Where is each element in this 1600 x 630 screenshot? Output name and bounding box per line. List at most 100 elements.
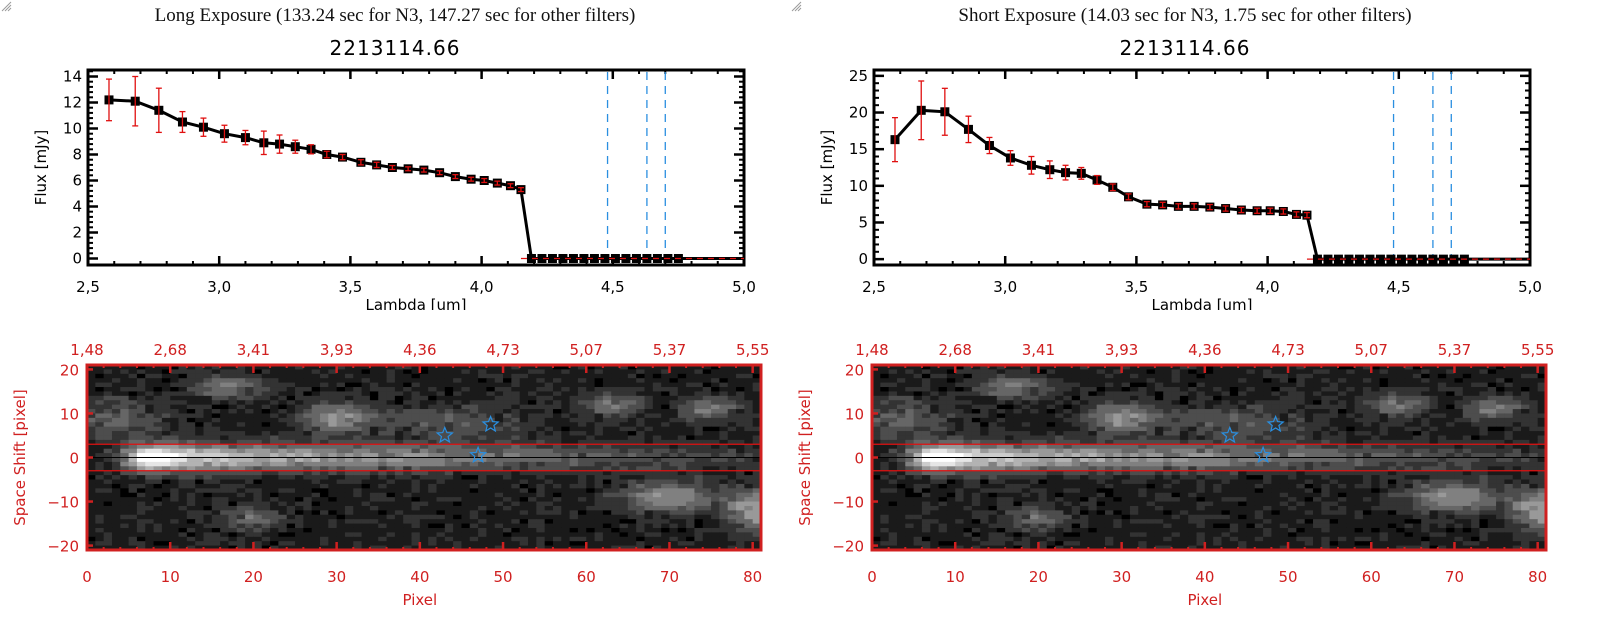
image-pixel xyxy=(694,387,704,392)
image-pixel xyxy=(295,382,304,388)
image-pixel xyxy=(1504,365,1514,370)
image-pixel xyxy=(369,514,379,520)
image-pixel xyxy=(1404,378,1414,384)
image-pixel xyxy=(694,395,704,401)
image-pixel xyxy=(253,536,263,542)
image-pixel xyxy=(752,387,762,392)
image-pixel xyxy=(303,382,313,388)
image-pixel xyxy=(988,378,998,384)
image-pixel xyxy=(1021,391,1031,397)
image-pixel xyxy=(896,387,906,392)
image-pixel xyxy=(503,395,512,401)
image-pixel xyxy=(569,466,579,472)
image-pixel xyxy=(1113,373,1123,379)
image-pixel xyxy=(494,400,504,406)
image-pixel xyxy=(519,488,529,494)
image-pixel xyxy=(528,426,537,432)
image-pixel xyxy=(170,426,180,432)
image-pixel xyxy=(378,444,388,450)
image-pixel xyxy=(627,431,637,436)
image-pixel xyxy=(552,431,562,436)
image-pixel xyxy=(103,461,113,467)
image-pixel xyxy=(461,448,471,454)
image-pixel xyxy=(211,497,221,503)
image-pixel xyxy=(694,422,704,428)
image-pixel xyxy=(611,369,621,375)
image-pixel xyxy=(228,409,238,414)
image-pixel xyxy=(1163,378,1173,384)
image-pixel xyxy=(1196,373,1206,379)
image-pixel xyxy=(236,497,246,503)
image-pixel xyxy=(386,444,396,450)
image-pixel xyxy=(428,457,437,463)
image-pixel xyxy=(361,532,371,538)
image-pixel xyxy=(652,373,662,379)
y-tick-label: 0 xyxy=(69,450,79,468)
image-pixel xyxy=(444,519,454,525)
image-pixel xyxy=(120,439,130,445)
image-pixel xyxy=(378,448,388,454)
image-pixel xyxy=(228,400,238,406)
image-pixel xyxy=(353,373,363,379)
image-pixel xyxy=(1479,395,1489,401)
image-pixel xyxy=(378,435,388,441)
image-pixel xyxy=(880,404,890,410)
image-pixel xyxy=(1071,391,1081,397)
image-pixel xyxy=(752,382,762,388)
image-pixel xyxy=(361,382,371,388)
image-pixel xyxy=(1304,400,1314,406)
image-pixel xyxy=(686,453,695,458)
image-pixel xyxy=(203,391,213,397)
image-pixel xyxy=(1371,373,1381,379)
image-pixel xyxy=(128,470,138,476)
image-pixel xyxy=(569,413,579,419)
image-pixel xyxy=(95,426,105,432)
image-pixel xyxy=(453,453,462,458)
star-marker-icon xyxy=(435,425,454,444)
image-pixel xyxy=(328,369,338,375)
image-pixel xyxy=(253,373,263,379)
image-pixel xyxy=(278,448,288,454)
image-pixel xyxy=(528,439,537,445)
image-pixel xyxy=(503,488,512,494)
image-pixel xyxy=(1055,382,1064,388)
image-pixel xyxy=(170,378,180,384)
image-pixel xyxy=(536,417,546,423)
image-pixel xyxy=(1512,365,1522,370)
image-pixel xyxy=(569,400,579,406)
image-pixel xyxy=(1462,400,1472,406)
image-pixel xyxy=(1179,391,1189,397)
image-pixel xyxy=(1504,404,1514,410)
image-pixel xyxy=(378,523,388,529)
image-pixel xyxy=(669,457,679,463)
image-pixel xyxy=(403,391,413,397)
image-pixel xyxy=(1321,404,1331,410)
image-pixel xyxy=(136,492,146,498)
image-pixel xyxy=(719,453,729,458)
image-pixel xyxy=(744,523,754,529)
image-pixel xyxy=(228,435,238,441)
image-pixel xyxy=(1005,373,1014,379)
image-pixel xyxy=(946,409,956,414)
image-pixel xyxy=(328,510,338,516)
image-pixel xyxy=(211,453,221,458)
image-pixel xyxy=(236,475,246,481)
image-pixel xyxy=(478,400,487,406)
image-pixel xyxy=(1038,409,1048,414)
image-pixel xyxy=(120,369,130,375)
image-pixel xyxy=(319,470,329,476)
image-pixel xyxy=(319,431,329,436)
image-pixel xyxy=(136,497,146,503)
data-point xyxy=(1333,254,1343,264)
image-pixel xyxy=(428,378,437,384)
image-pixel xyxy=(896,382,906,388)
image-pixel xyxy=(120,457,130,463)
image-pixel xyxy=(519,457,529,463)
x-tick-label: 2,5 xyxy=(76,278,100,296)
resize-grip-icon[interactable] xyxy=(0,0,12,12)
image-pixel xyxy=(186,453,196,458)
image-pixel xyxy=(220,369,229,375)
image-pixel xyxy=(1021,369,1031,375)
image-pixel xyxy=(453,409,462,414)
image-pixel xyxy=(87,475,96,481)
